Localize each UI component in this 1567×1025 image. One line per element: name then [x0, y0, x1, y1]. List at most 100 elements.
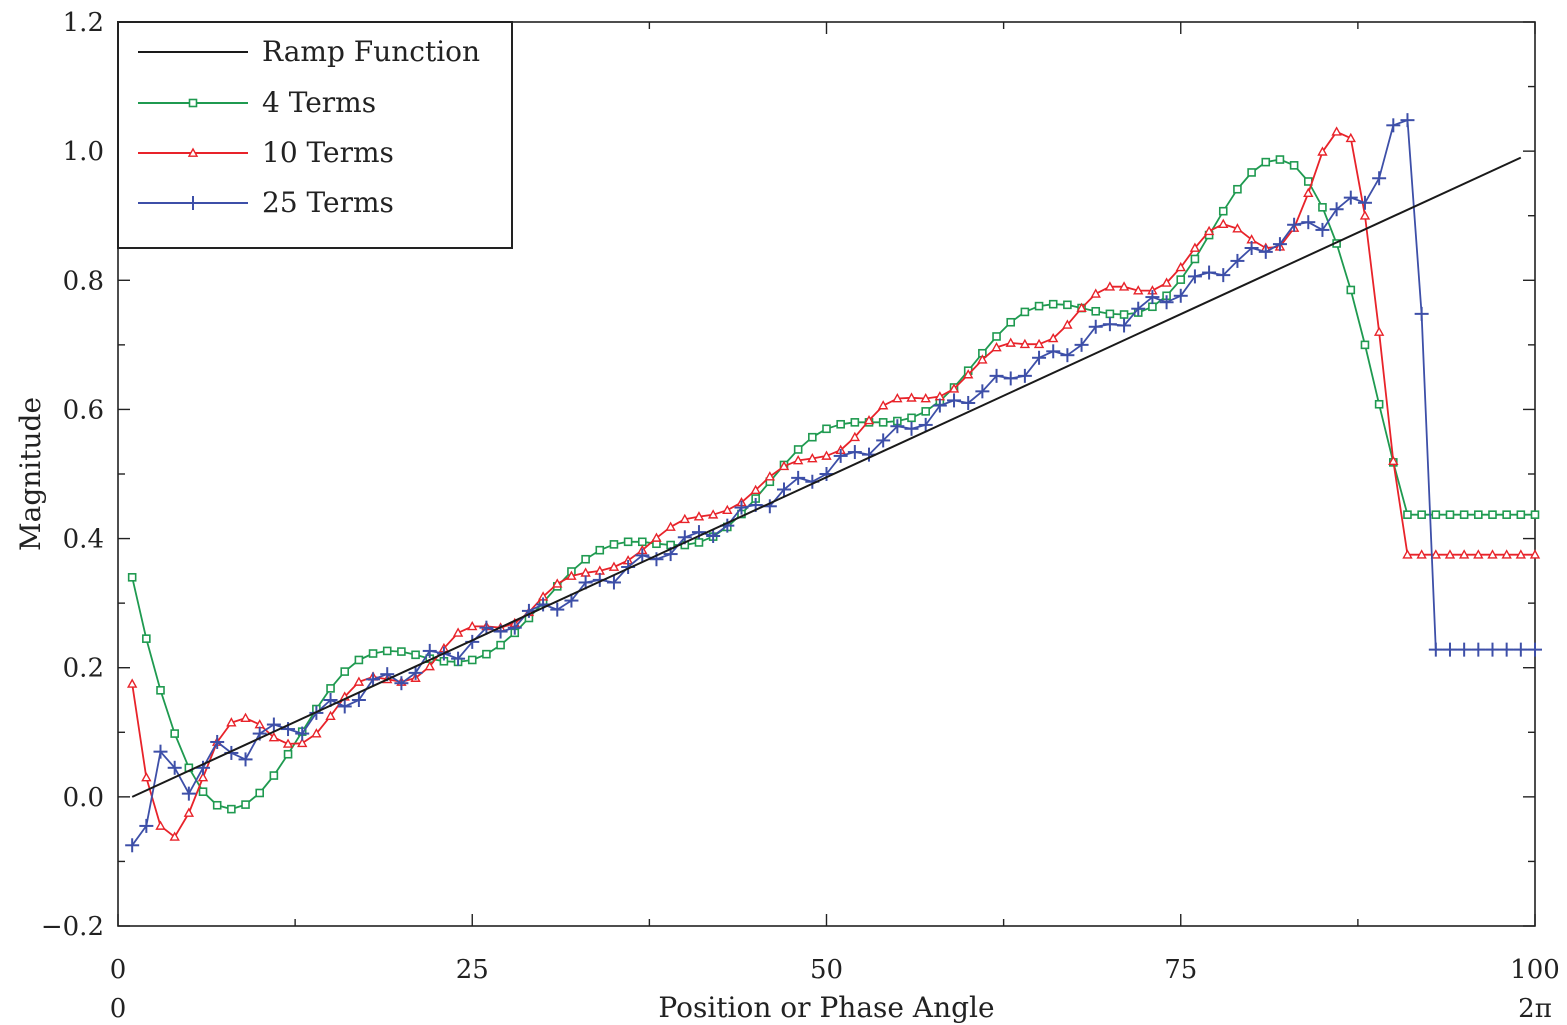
data-point	[1046, 344, 1061, 359]
data-point	[1189, 242, 1201, 252]
data-point	[665, 521, 676, 531]
data-point	[1459, 510, 1469, 519]
data-point	[1488, 510, 1497, 519]
data-point	[212, 800, 222, 810]
data-point	[382, 646, 392, 656]
data-point	[240, 712, 251, 722]
data-point	[948, 383, 960, 393]
data-point	[1003, 371, 1018, 386]
data-point	[340, 667, 350, 676]
data-point	[878, 418, 888, 427]
data-point	[1218, 218, 1229, 229]
data-point	[1289, 161, 1299, 170]
data-point	[778, 460, 790, 471]
data-point	[521, 603, 536, 618]
data-point	[608, 561, 620, 571]
data-point	[351, 693, 366, 707]
data-point	[904, 421, 919, 436]
data-point	[479, 620, 494, 635]
data-point	[1457, 642, 1472, 657]
data-point	[1020, 307, 1030, 317]
data-point	[1088, 319, 1103, 334]
data-point	[821, 450, 832, 460]
data-point	[326, 684, 335, 693]
data-point	[822, 424, 831, 434]
legend-entry: 25 Terms	[138, 186, 394, 219]
data-point	[750, 484, 761, 495]
series-line	[131, 158, 1535, 810]
data-point	[581, 554, 590, 564]
data-point	[1048, 332, 1059, 343]
data-point	[536, 597, 551, 612]
data-point	[368, 649, 378, 658]
data-point	[1417, 510, 1426, 519]
data-point	[1501, 549, 1512, 559]
x-tick-label: 50	[810, 955, 843, 985]
data-point	[1060, 348, 1075, 363]
data-point	[451, 651, 466, 666]
data-point	[890, 419, 905, 434]
data-point	[325, 710, 336, 721]
data-point	[1148, 302, 1157, 312]
data-point	[1428, 642, 1443, 657]
data-point	[975, 384, 990, 399]
data-point	[892, 393, 903, 403]
data-point	[266, 717, 281, 732]
data-point	[337, 699, 352, 714]
data-point	[1458, 549, 1470, 559]
data-point	[1471, 642, 1486, 657]
data-point	[1402, 549, 1413, 559]
data-point	[198, 787, 208, 796]
data-point	[422, 643, 437, 658]
data-point	[167, 760, 182, 775]
data-point	[408, 665, 423, 680]
data-point	[1006, 317, 1016, 327]
data-point	[1359, 210, 1371, 220]
data-point	[297, 737, 308, 748]
data-point	[1530, 510, 1540, 519]
data-point	[269, 771, 279, 780]
data-point	[1345, 132, 1356, 143]
data-point	[1032, 350, 1047, 365]
data-point	[467, 655, 477, 665]
data-point	[819, 467, 834, 481]
data-point	[283, 749, 293, 759]
data-point	[196, 760, 211, 775]
data-point	[1048, 299, 1058, 309]
data-point	[694, 538, 704, 547]
data-point	[1161, 277, 1172, 287]
data-point	[552, 578, 563, 588]
data-point	[1105, 309, 1115, 319]
data-point	[1131, 301, 1146, 316]
data-point	[227, 804, 236, 814]
data-point	[679, 513, 690, 524]
data-point	[1331, 126, 1342, 136]
data-point	[1176, 275, 1186, 284]
data-point	[1233, 184, 1242, 194]
data-point	[1062, 319, 1073, 329]
series-line	[131, 156, 1522, 798]
data-point	[1487, 549, 1498, 559]
data-point	[482, 649, 491, 659]
data-point	[637, 537, 647, 547]
data-point	[1272, 237, 1287, 252]
data-point	[1117, 318, 1132, 333]
x-tick-label: 25	[456, 955, 489, 985]
data-point	[1315, 222, 1330, 237]
data-point	[776, 482, 791, 497]
data-point	[992, 332, 1001, 341]
data-point	[1034, 301, 1044, 311]
data-point	[1343, 190, 1358, 205]
data-point	[580, 567, 591, 577]
data-point	[1091, 306, 1101, 316]
data-point	[238, 752, 253, 767]
data-point	[734, 500, 749, 515]
data-point	[1431, 510, 1441, 519]
data-point	[1513, 642, 1528, 657]
data-point	[1261, 157, 1271, 167]
data-point	[1203, 225, 1215, 236]
data-point	[1244, 241, 1259, 255]
data-point	[496, 640, 505, 650]
data-point	[186, 196, 200, 210]
data-point	[1502, 510, 1511, 519]
